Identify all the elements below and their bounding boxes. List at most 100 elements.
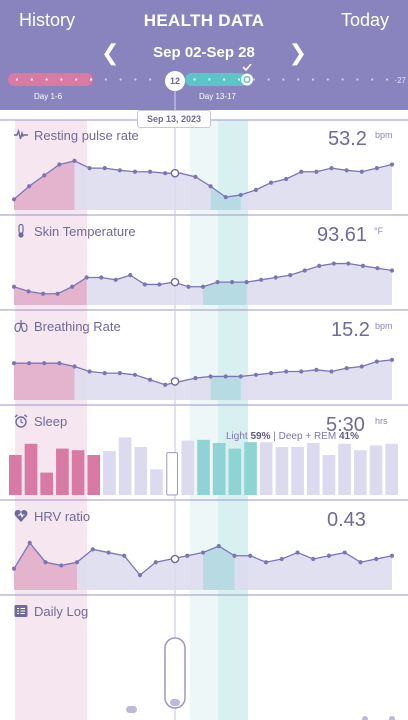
hrv-ratio-point [185,553,190,558]
history-button[interactable]: History [19,10,76,30]
skin-temperature-point [375,266,380,271]
breathing-rate-point [268,371,274,376]
panel-title-resting-pulse[interactable]: Resting pulse rate [14,128,139,143]
hrv-ratio-point [326,553,332,558]
breathing-rate-point [344,366,349,371]
sleep-bar [244,442,257,495]
selected-day-badge[interactable]: 12 [165,71,185,91]
hrv-ratio-pink-area [14,542,77,590]
skin-temperature-pink-area [14,277,87,305]
timeline-day-dot [385,78,389,81]
skin-temperature-point [157,282,162,287]
sleep-bar [24,443,38,495]
lungs-icon [14,320,28,332]
hrv-ratio-point [263,560,269,565]
sleep-bar [87,455,101,495]
timeline-day-dot [208,78,211,81]
day-timeline[interactable]: 12 Day 1-6 Day 13-17 ·27 [0,64,408,110]
skin-temperature-point [259,277,264,282]
breathing-rate-point [329,369,334,374]
skin-temperature-point [229,280,235,285]
sleep-bar [118,437,132,495]
skin-temperature-point [389,268,395,273]
skin-temperature-point [273,275,278,280]
panel-title-breathing-rate[interactable]: Breathing Rate [14,319,121,334]
breathing-rate-point [102,371,107,376]
hrv-ratio-point [106,550,111,555]
panel-title-daily-log[interactable]: Daily Log [14,604,88,619]
hrv-ratio-point [216,544,221,549]
sleep-bar [71,450,85,495]
panel-title-hrv-ratio[interactable]: HRV ratio [14,509,90,524]
resting-pulse-rate-point [344,168,349,173]
resting-pulse-rate-point [42,173,47,178]
resting-pulse-rate-point [27,184,32,189]
sleep-value: 5:30 [326,414,365,436]
hrv-ratio-point [295,550,300,555]
panel-title-sleep[interactable]: Sleep [14,414,67,429]
timeline-day-dot [149,78,152,81]
timeline-day-dot [89,78,93,81]
breathing-rate-point [87,369,92,374]
breathing-rate-value: 15.2 [331,319,370,341]
hrv-ratio-point [11,566,17,571]
header: History HEALTH DATA Today ❮ Sep 02-Sep 2… [0,0,408,110]
hrv-ratio-point [90,547,95,552]
skin-temperature-point [186,284,191,289]
breathing-rate-point [11,361,17,366]
panel-title-skin-temperature[interactable]: Skin Temperature [14,224,136,239]
chevron-right-icon[interactable]: ❯ [288,40,307,65]
sleep-unit: hrs [375,416,388,426]
sleep-bar [385,443,398,495]
breathing-rate-point [253,372,259,377]
skin-temperature-point [128,273,133,278]
breathing-rate-point [42,361,47,366]
chevron-left-icon[interactable]: ❮ [101,40,120,65]
timeline-day-dot [60,78,63,81]
resting-pulse-rate-point [72,158,77,163]
hrv-ratio-point [59,563,64,568]
resting-pulse-rate-line [13,160,393,200]
hrv-ratio-point [27,540,32,545]
breathing-rate-point [57,361,62,366]
timeline-day-dot [282,78,285,81]
hrv-ratio-point [43,560,48,565]
sleep-bar [197,439,210,495]
daily-log-marker [126,706,137,713]
sleep-bar-selected [166,452,178,496]
skin-temperature-point [360,263,366,268]
hrv-ratio-point [122,553,127,558]
pink-range-band [15,120,87,720]
breathing-rate-unit: bpm [375,321,393,331]
teal-range-bar [185,73,247,86]
sleep-bar [259,442,273,495]
breathing-rate-point [72,364,77,369]
breathing-rate-point [208,374,213,379]
timeline-day-dot [45,78,48,81]
resting-pulse-rate-point [374,166,379,171]
skin-temperature-point [40,291,46,296]
health-panels[interactable]: Sep 13, 2023 Resting pulse rate 53.2 bpm… [0,110,408,720]
today-button[interactable]: Today [340,10,389,30]
sleep-breakdown: Light 59% | Deep + REM 41% [226,431,359,442]
daily-log-marker [362,716,368,720]
thermometer-icon [18,224,24,238]
sleep-bar [306,443,320,495]
timeline-day-dot [267,78,270,81]
hrv-ratio-point [248,553,253,558]
date-range-navigator: ❮ Sep 02-Sep 28 ❯ [0,40,408,65]
hrv-ratio-point [137,573,143,578]
timeline-day-dot [297,78,300,81]
resting-pulse-value: 53.2 [328,128,367,150]
skin-temperature-point [26,289,31,294]
resting-pulse-rate-point [329,166,334,171]
breathing-rate-point [27,361,32,366]
sleep-bar [291,447,304,495]
skin-temperature-value: 93.61 [317,224,368,246]
resting-pulse-rate-point [163,171,168,176]
skin-temperature-point [113,277,118,282]
pulse-icon [14,128,28,140]
health-charts [0,119,408,720]
resting-pulse-rate-point [117,168,122,173]
timeline-end-day: ·27 [394,76,406,85]
